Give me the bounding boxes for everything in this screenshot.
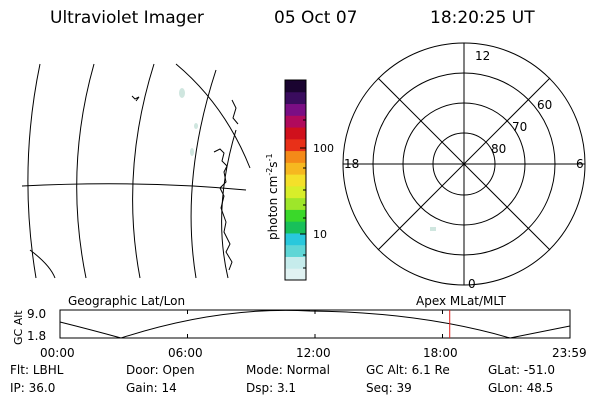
footer-ip: IP: 36.0 (10, 381, 56, 395)
latitude-line (29, 249, 56, 279)
app-title: Ultraviolet Imager (50, 8, 204, 28)
time-tick: 00:00 (40, 346, 75, 360)
color-scale-segment (285, 268, 306, 281)
footer-dsp: Dsp: 3.1 (246, 381, 297, 395)
altitude-tick-high: 9.0 (27, 307, 46, 321)
latitude-line (21, 183, 247, 191)
color-scale-bar (285, 80, 306, 281)
color-scale-segment (285, 244, 306, 257)
apex-label: Apex MLat/MLT (416, 294, 506, 308)
longitude-line (27, 63, 41, 279)
lat-label-70: 70 (512, 120, 527, 134)
mlt-label-12: 12 (475, 49, 490, 63)
color-scale-segment (285, 185, 306, 199)
footer-glat: GLat: -51.0 (488, 363, 555, 377)
color-scale-segment (285, 103, 306, 116)
color-scale-segment (285, 162, 306, 175)
footer-seq: Seq: 39 (366, 381, 412, 395)
footer-glon: GLon: 48.5 (488, 381, 554, 395)
mlt-label-0: 0 (468, 277, 476, 291)
color-scale-segment (285, 127, 306, 140)
color-tick-100: 100 (313, 142, 334, 155)
longitude-line (76, 63, 95, 279)
geographic-label: Geographic Lat/Lon (68, 294, 185, 308)
color-scale-segment (285, 221, 306, 234)
geographic-map (21, 63, 251, 279)
altitude-curve (59, 309, 571, 339)
aurora-emission (430, 227, 436, 231)
color-scale-segment (285, 138, 306, 152)
color-scale-ticks (300, 119, 306, 269)
footer-filter: Flt: LBHL (10, 363, 64, 377)
footer-gc-alt: GC Alt: 6.1 Re (366, 363, 450, 377)
color-scale-segment (285, 232, 306, 246)
altitude-tick-low: 1.8 (27, 329, 46, 343)
longitude-line (132, 63, 155, 279)
color-scale-segment (285, 256, 306, 269)
color-scale-segment (285, 150, 306, 163)
altitude-axis-label: GC Alt (12, 310, 25, 345)
time-tick: 12:00 (296, 346, 331, 360)
mlt-label-18: 18 (344, 157, 359, 171)
color-tick-10: 10 (313, 228, 327, 241)
mlt-label-6: 6 (576, 157, 584, 171)
aurora-emission (179, 88, 198, 156)
polar-diagonal (377, 77, 551, 251)
longitude-line (221, 129, 237, 279)
color-scale-unit: photon cm-2s-1 (265, 153, 280, 240)
time-tick: 18:00 (423, 346, 458, 360)
time-tick: 06:00 (168, 346, 203, 360)
color-scale-segment (285, 115, 306, 128)
lat-label-80: 80 (491, 142, 506, 156)
polar-plot (342, 42, 586, 286)
color-scale-segment (285, 197, 306, 210)
lat-label-60: 60 (537, 98, 552, 112)
header-date: 05 Oct 07 (274, 8, 358, 28)
footer-mode: Mode: Normal (246, 363, 330, 377)
color-scale-segment (285, 80, 306, 93)
color-scale-frame (284, 79, 307, 281)
time-tick: 23:59 (552, 346, 587, 360)
coastline (131, 95, 239, 271)
footer-door: Door: Open (126, 363, 195, 377)
color-scale-segment (285, 174, 306, 187)
color-scale-segment (285, 209, 306, 222)
longitude-line (175, 63, 251, 169)
header-time: 18:20:25 UT (430, 8, 535, 28)
footer-gain: Gain: 14 (126, 381, 177, 395)
color-scale-segment (285, 91, 306, 105)
